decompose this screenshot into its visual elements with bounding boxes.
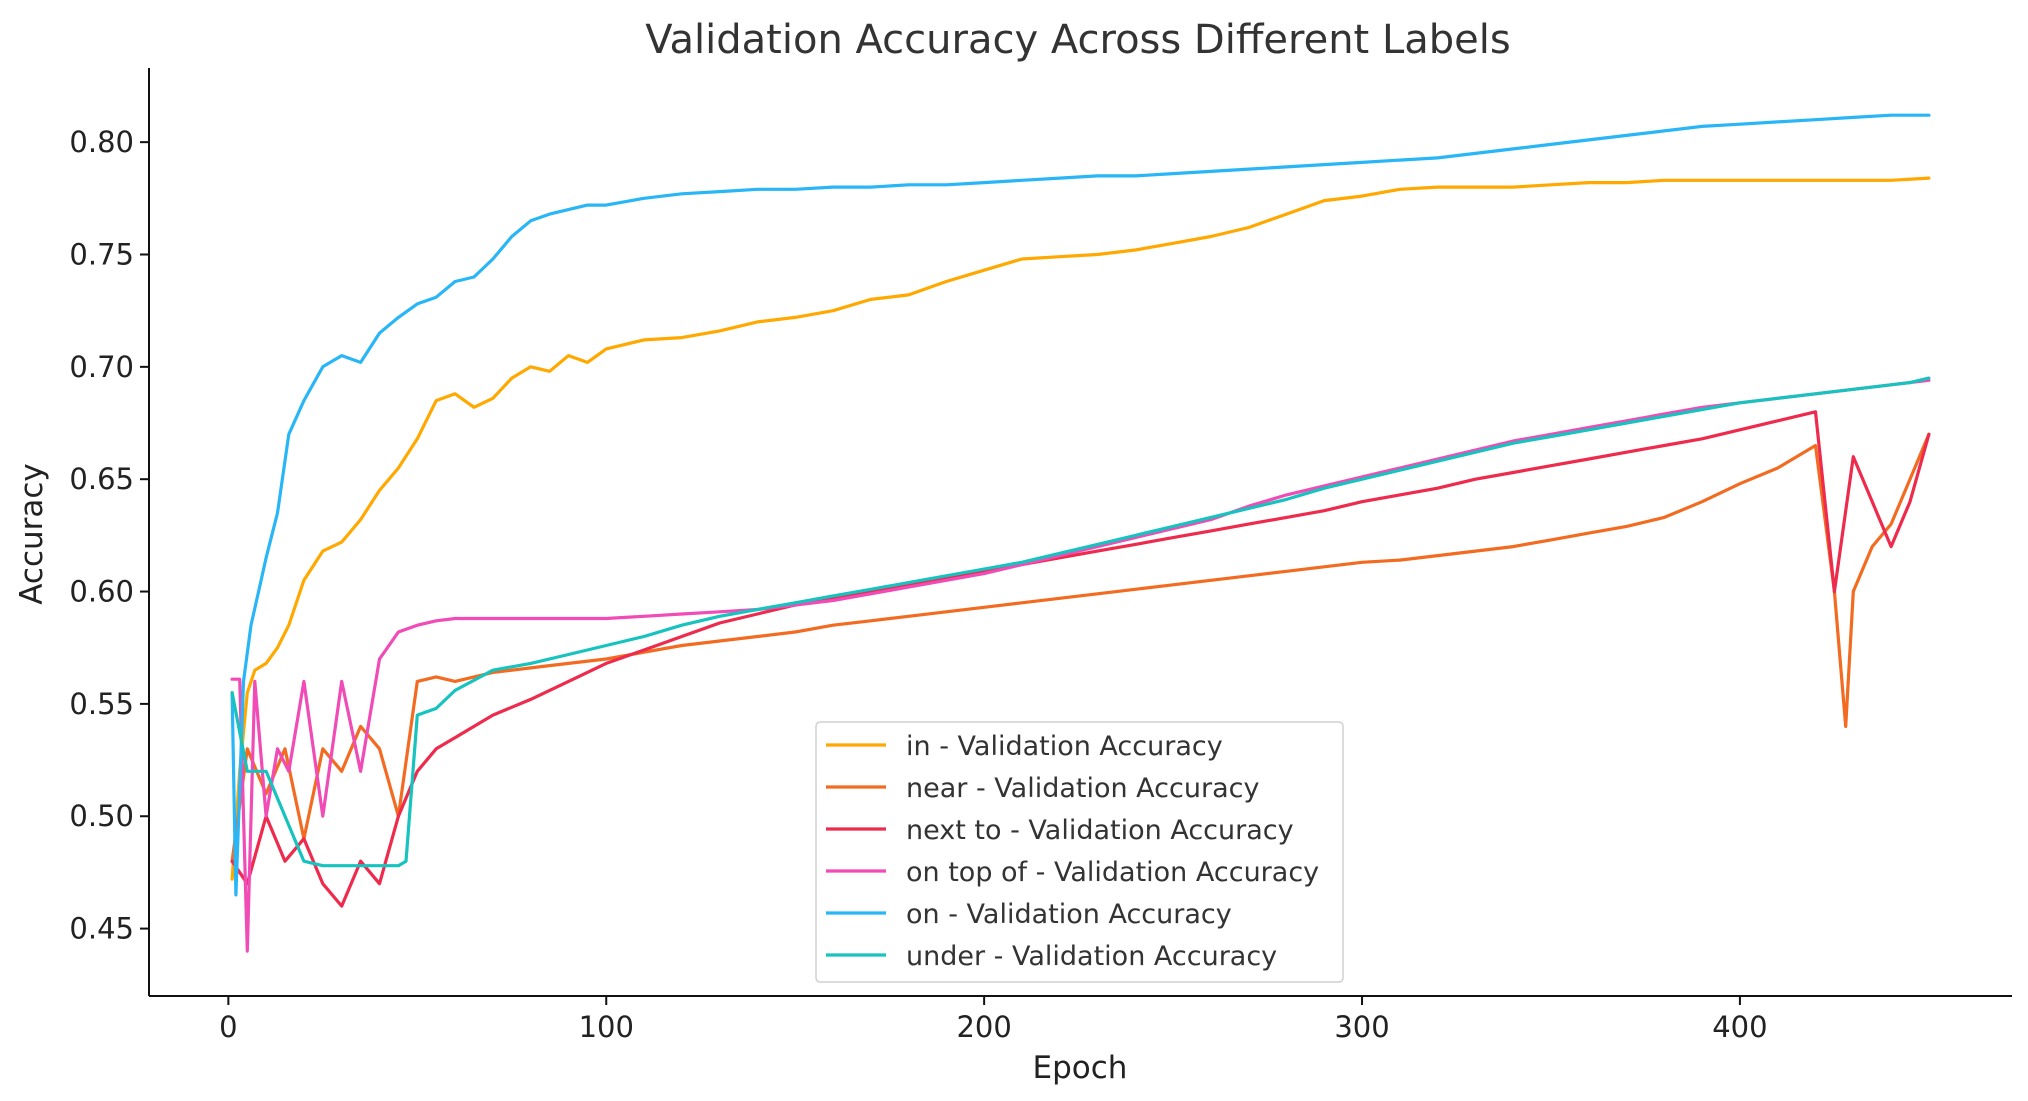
legend-box <box>815 721 1344 983</box>
y-axis-label: Accuracy <box>14 463 50 605</box>
series-line-0 <box>230 176 1931 881</box>
legend-label: next to - Validation Accuracy <box>906 815 1294 846</box>
series-line-1 <box>230 432 1931 863</box>
series-group <box>230 113 1931 953</box>
legend: in - Validation Accuracy near - Validatio… <box>815 721 1344 983</box>
y-tick-label: 0.60 <box>69 575 134 609</box>
x-axis-label: Epoch <box>1033 1050 1128 1086</box>
legend-label: near - Validation Accuracy <box>906 773 1259 804</box>
legend-label: in - Validation Accuracy <box>906 731 1223 762</box>
y-tick-label: 0.45 <box>69 912 134 946</box>
legend-label: under - Validation Accuracy <box>906 941 1277 972</box>
x-tick-label: 300 <box>1334 1010 1389 1044</box>
series-line-3 <box>230 378 1931 953</box>
y-tick-label: 0.65 <box>69 462 134 496</box>
series-line-4 <box>230 113 1931 897</box>
series-line-5 <box>230 376 1931 868</box>
x-ticks: 0 100 200 300 400 <box>219 996 1768 1044</box>
legend-items: in - Validation Accuracy near - Validatio… <box>826 731 1319 972</box>
y-tick-label: 0.50 <box>69 799 134 833</box>
x-tick-label: 200 <box>956 1010 1011 1044</box>
x-tick-label: 0 <box>219 1010 237 1044</box>
legend-label: on - Validation Accuracy <box>906 899 1232 930</box>
y-ticks: 0.45 0.50 0.55 0.60 0.65 0.70 0.75 0.80 <box>69 125 149 946</box>
y-tick-label: 0.70 <box>69 350 134 384</box>
legend-label: on top of - Validation Accuracy <box>906 857 1319 888</box>
y-tick-label: 0.80 <box>69 125 134 159</box>
x-tick-label: 400 <box>1712 1010 1767 1044</box>
chart-title: Validation Accuracy Across Different Lab… <box>645 17 1510 63</box>
y-tick-label: 0.55 <box>69 687 134 721</box>
x-tick-label: 100 <box>579 1010 634 1044</box>
y-tick-label: 0.75 <box>69 237 134 271</box>
